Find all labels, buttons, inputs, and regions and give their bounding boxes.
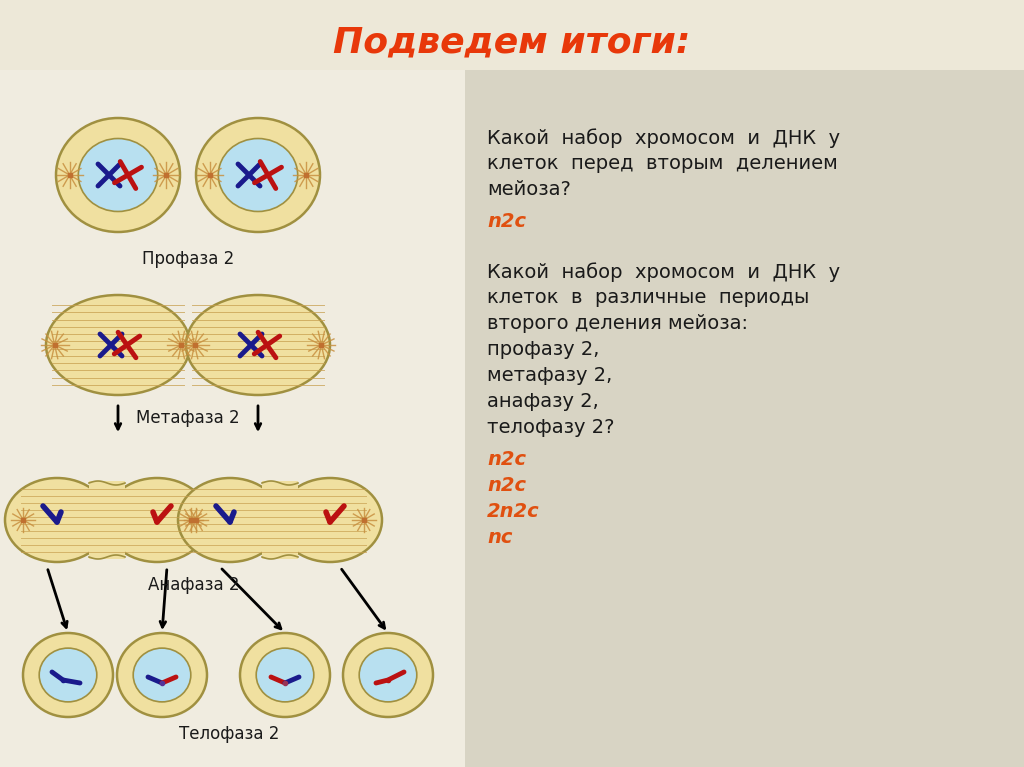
Ellipse shape: [5, 478, 109, 562]
Text: телофазу 2?: телофазу 2?: [487, 418, 614, 437]
Text: второго деления мейоза:: второго деления мейоза:: [487, 314, 748, 333]
Ellipse shape: [256, 648, 313, 702]
Ellipse shape: [133, 648, 190, 702]
Ellipse shape: [218, 139, 298, 212]
Bar: [262, 481, 298, 559]
Text: n2c: n2c: [487, 476, 526, 495]
Text: профазу 2,: профазу 2,: [487, 340, 599, 359]
Text: n2c: n2c: [487, 212, 526, 231]
Text: метафазу 2,: метафазу 2,: [487, 366, 612, 385]
Text: n2c: n2c: [487, 450, 526, 469]
Ellipse shape: [46, 295, 190, 395]
Ellipse shape: [178, 478, 282, 562]
Text: Анафаза 2: Анафаза 2: [148, 576, 240, 594]
Ellipse shape: [56, 118, 180, 232]
Ellipse shape: [343, 633, 433, 717]
Ellipse shape: [278, 478, 382, 562]
Bar: [89, 481, 125, 559]
Ellipse shape: [186, 295, 330, 395]
Ellipse shape: [39, 648, 97, 702]
Text: Телофаза 2: Телофаза 2: [179, 725, 280, 743]
Ellipse shape: [117, 633, 207, 717]
Text: 2n2c: 2n2c: [487, 502, 540, 521]
Text: клеток  в  различные  периоды: клеток в различные периоды: [487, 288, 809, 307]
Text: Какой  набор  хромосом  и  ДНК  у: Какой набор хромосом и ДНК у: [487, 262, 840, 281]
Bar: [0, 70, 465, 767]
Ellipse shape: [23, 633, 113, 717]
Text: Метафаза 2: Метафаза 2: [136, 409, 240, 427]
Ellipse shape: [196, 118, 319, 232]
Text: nc: nc: [487, 528, 512, 547]
Ellipse shape: [240, 633, 330, 717]
Bar: [465, 70, 1024, 767]
Ellipse shape: [78, 139, 158, 212]
Text: Профаза 2: Профаза 2: [142, 250, 234, 268]
Text: анафазу 2,: анафазу 2,: [487, 392, 599, 411]
Ellipse shape: [105, 478, 209, 562]
Text: Какой  набор  хромосом  и  ДНК  у: Какой набор хромосом и ДНК у: [487, 128, 840, 148]
Ellipse shape: [359, 648, 417, 702]
Text: клеток  перед  вторым  делением: клеток перед вторым делением: [487, 154, 838, 173]
Text: мейоза?: мейоза?: [487, 180, 570, 199]
Text: Подведем итоги:: Подведем итоги:: [334, 25, 690, 59]
